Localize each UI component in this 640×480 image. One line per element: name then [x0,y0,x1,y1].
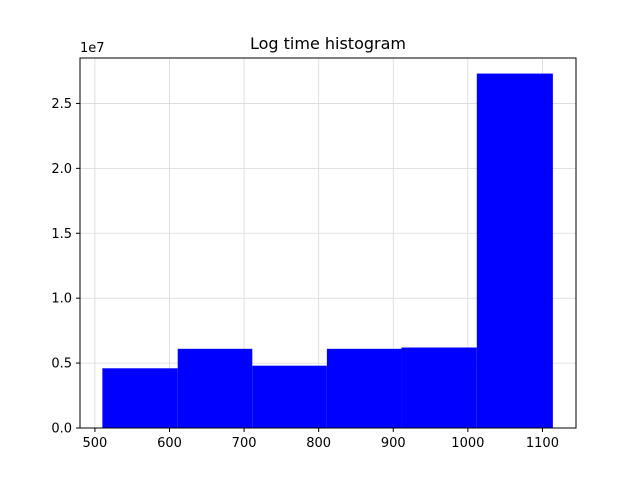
histogram-bar [401,347,477,428]
axes-layer [79,57,577,429]
histogram-bar [102,368,178,428]
y-tick-label: 1.0 [51,292,72,307]
histogram-bar [252,365,327,428]
y-tick-label: 1.5 [51,227,72,242]
histogram-bar [326,348,402,428]
chart-title: Log time histogram [250,34,406,53]
y-tick-label: 0.0 [51,422,72,437]
x-tick-label: 600 [157,436,182,451]
y-tick-label: 0.5 [51,357,72,372]
x-tick-label: 900 [381,436,406,451]
histogram-bar [177,348,253,428]
x-tick-label: 800 [306,436,331,451]
x-tick-label: 500 [83,436,108,451]
ticks-layer: 500 600 700 800 900 1000 1100 0.0 0.5 1.0 1.5 2.0 2.… [51,97,559,451]
x-tick-label: 1100 [526,436,559,451]
x-tick-label: 1000 [451,436,484,451]
y-axis-offset-label: 1e7 [80,41,105,56]
y-tick-label: 2.0 [51,162,72,177]
histogram-bar [476,73,553,428]
x-tick-label: 700 [232,436,257,451]
y-tick-label: 2.5 [51,97,72,112]
bars-layer [102,73,553,428]
axes-frame [79,57,577,429]
